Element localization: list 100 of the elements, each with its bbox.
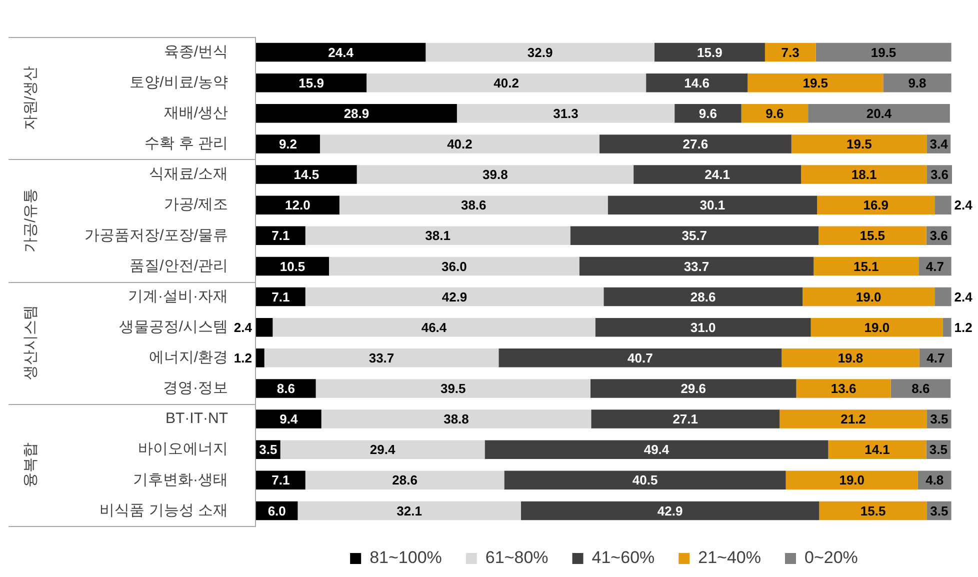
y-tick-label: BT·IT·NT xyxy=(166,410,228,428)
data-label: 49.4 xyxy=(644,442,670,458)
bar xyxy=(366,73,646,92)
data-label: 12.0 xyxy=(285,198,310,213)
y-tick-label: 생물공정/시스템 xyxy=(118,318,228,336)
bar xyxy=(520,501,820,520)
data-label: 33.7 xyxy=(684,258,710,274)
data-label: 38.1 xyxy=(425,228,450,244)
bar xyxy=(256,410,322,428)
y-tick-label: 재배/생산 xyxy=(164,104,228,122)
data-label: 1.2 xyxy=(234,350,252,366)
data-label: 15.5 xyxy=(860,503,886,518)
bar xyxy=(590,379,796,398)
bar xyxy=(305,287,604,306)
bar xyxy=(256,348,264,368)
data-label: 19.5 xyxy=(846,136,872,152)
data-label: 38.8 xyxy=(444,412,469,427)
data-label: 14.5 xyxy=(294,167,320,182)
data-label: 4.7 xyxy=(926,258,944,274)
legend-label: 41~60% xyxy=(592,548,655,568)
bar xyxy=(256,226,306,246)
data-label: 28.6 xyxy=(392,472,418,488)
bar xyxy=(934,287,952,306)
bar xyxy=(256,73,367,92)
data-label: 3.6 xyxy=(930,228,948,244)
data-label: 3.5 xyxy=(930,503,948,518)
y-tick-label: 육종/번식 xyxy=(164,43,228,60)
bar xyxy=(741,104,808,123)
bar xyxy=(339,196,608,214)
bar xyxy=(796,379,891,398)
data-label: 28.9 xyxy=(344,106,370,121)
data-label: 27.1 xyxy=(672,412,698,427)
bar xyxy=(828,440,926,459)
bar xyxy=(256,318,273,337)
text: 가공/유통 xyxy=(22,188,40,252)
bar xyxy=(802,287,935,306)
bar xyxy=(782,348,920,368)
y-tick-label: 에너지/환경 xyxy=(148,349,228,366)
data-label: 13.6 xyxy=(830,381,856,396)
data-label: 29.4 xyxy=(370,442,396,458)
bar xyxy=(498,348,782,368)
bar xyxy=(801,165,927,184)
bar xyxy=(817,196,935,214)
y-tick-label: 경영·정보 xyxy=(163,380,228,397)
data-label: 27.6 xyxy=(682,136,708,152)
data-label: 3.5 xyxy=(929,442,948,458)
bar xyxy=(599,134,792,154)
bar xyxy=(816,42,952,62)
data-label: 19.5 xyxy=(802,75,828,90)
bar xyxy=(305,226,570,246)
data-label: 15.5 xyxy=(860,228,886,244)
bar xyxy=(818,226,926,246)
data-label: 40.2 xyxy=(447,136,472,152)
bar xyxy=(674,104,742,123)
data-label: 3.6 xyxy=(930,167,949,182)
data-label: 36.0 xyxy=(442,258,467,274)
data-label: 19.0 xyxy=(864,320,890,335)
bar xyxy=(591,410,780,428)
bar xyxy=(256,196,340,214)
data-label: 4.7 xyxy=(926,350,945,366)
data-label: 40.7 xyxy=(628,350,653,366)
data-label: 1.2 xyxy=(954,320,972,335)
bar xyxy=(256,379,316,398)
data-label: 8.6 xyxy=(912,381,930,396)
data-label: 7.3 xyxy=(781,44,800,60)
bar xyxy=(256,134,320,154)
data-label: 9.6 xyxy=(766,106,784,121)
y-tick-label: 토양/비료/농약 xyxy=(130,74,228,91)
data-label: 20.4 xyxy=(866,106,892,121)
bar xyxy=(883,73,952,92)
data-label: 3.4 xyxy=(930,136,949,152)
legend-label: 61~80% xyxy=(485,548,548,568)
bar xyxy=(810,318,943,337)
data-label: 19.0 xyxy=(856,289,882,304)
y-tick-label: 수확 후 관리 xyxy=(144,135,228,152)
bar xyxy=(748,73,884,92)
bar xyxy=(256,287,306,306)
data-label: 14.1 xyxy=(864,442,890,458)
data-label: 15.1 xyxy=(853,258,879,274)
data-label: 7.1 xyxy=(272,228,290,244)
data-label: 19.8 xyxy=(838,350,864,366)
bar xyxy=(329,256,580,276)
data-label: 14.6 xyxy=(684,75,710,90)
data-label: 24.4 xyxy=(328,44,354,60)
bar xyxy=(595,318,811,337)
bar xyxy=(579,256,814,276)
data-label: 42.9 xyxy=(442,289,468,304)
legend-label: 0~20% xyxy=(804,548,858,568)
bar xyxy=(256,470,306,490)
data-label: 39.5 xyxy=(440,381,466,396)
data-label: 8.6 xyxy=(276,381,295,396)
y-tick-label: 가공품저장/포장/물류 xyxy=(84,226,228,244)
data-label: 2.4 xyxy=(954,198,974,213)
bar xyxy=(456,104,675,123)
bar xyxy=(646,73,748,92)
bar xyxy=(320,134,600,154)
data-label: 29.6 xyxy=(680,381,706,396)
y-tick-label: 바이오에너지 xyxy=(138,440,228,458)
data-label: 9.8 xyxy=(908,75,926,90)
legend-label: 81~100% xyxy=(370,548,442,568)
